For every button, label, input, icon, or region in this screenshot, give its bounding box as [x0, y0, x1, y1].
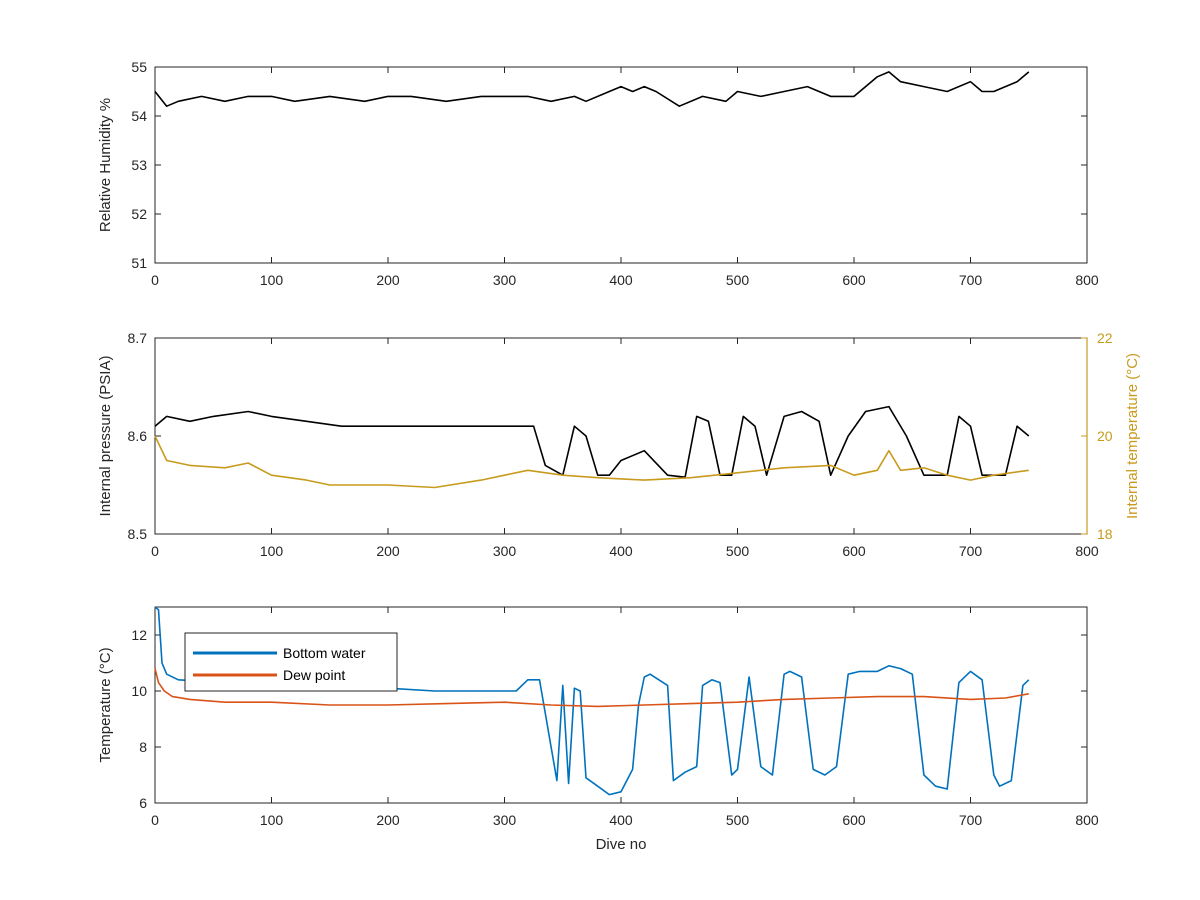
x-tick-label: 300	[493, 812, 517, 828]
y-tick-label: 6	[139, 795, 147, 811]
series-line-dew-point	[154, 668, 1029, 708]
x-tick-label: 0	[151, 543, 159, 559]
x-tick-label: 100	[260, 543, 284, 559]
x-tick-label: 700	[959, 812, 983, 828]
legend-entry-label: Dew point	[283, 667, 345, 683]
x-tick-label: 400	[609, 812, 633, 828]
x-tick-label: 500	[726, 812, 750, 828]
y-axis-label: Relative Humidity %	[97, 98, 114, 232]
x-tick-label: 800	[1075, 272, 1099, 288]
y-tick-label: 8.5	[128, 526, 148, 542]
x-tick-label: 700	[959, 543, 983, 559]
y-tick-label: 8.7	[128, 330, 148, 346]
x-tick-label: 0	[151, 272, 159, 288]
x-tick-label: 400	[609, 272, 633, 288]
y-tick-label: 10	[131, 683, 147, 699]
x-tick-label: 0	[151, 812, 159, 828]
y-tick-label: 52	[131, 206, 147, 222]
legend-box	[184, 632, 398, 692]
legend: Bottom water Dew point	[184, 632, 398, 692]
x-tick-label: 200	[376, 812, 400, 828]
legend-entry-label: Bottom water	[283, 645, 366, 661]
y-tick-label: 55	[131, 59, 147, 75]
y-axis-label: Internal pressure (PSIA)	[97, 356, 114, 517]
x-tick-label: 100	[260, 272, 284, 288]
subplot-2: 0 100 200 300 400 500 600 700 800 8.5 8.6 8.7 18 20 22…	[97, 330, 1141, 559]
y-tick-label: 54	[131, 108, 147, 124]
series-line-1-1	[154, 71, 1030, 107]
subplot-3: 0 100 200 300 400 500 600 700 800 6 8 10 12 Temperatu…	[97, 606, 1099, 853]
axes-frame	[154, 66, 1088, 264]
y2-tick-label: 20	[1097, 428, 1113, 444]
x-tick-label: 200	[376, 543, 400, 559]
x-tick-label: 100	[260, 812, 284, 828]
x-tick-label: 600	[842, 272, 866, 288]
x-tick-label: 500	[726, 543, 750, 559]
series-line-2-2	[154, 435, 1029, 489]
x-tick-label: 600	[842, 812, 866, 828]
x-tick-label: 300	[493, 272, 517, 288]
x-tick-label: 800	[1075, 543, 1099, 559]
series-line-2-1	[154, 405, 1030, 479]
y-tick-label: 53	[131, 157, 147, 173]
y-tick-label: 51	[131, 255, 147, 271]
y-tick-label: 8	[139, 739, 147, 755]
y-tick-label: 8.6	[128, 428, 148, 444]
x-tick-label: 500	[726, 272, 750, 288]
x-tick-label: 800	[1075, 812, 1099, 828]
subplot-1: 0 100 200 300 400 500 600 700 800 51 52 53 54 55 Relat…	[97, 59, 1099, 288]
x-axis-label: Dive no	[596, 836, 647, 853]
y-axis-label: Temperature (°C)	[97, 647, 114, 762]
x-tick-label: 700	[959, 272, 983, 288]
x-tick-label: 400	[609, 543, 633, 559]
x-tick-label: 200	[376, 272, 400, 288]
axes-frame	[154, 337, 1088, 535]
x-tick-label: 600	[842, 543, 866, 559]
y-tick-label: 12	[131, 627, 147, 643]
y2-tick-label: 18	[1097, 526, 1113, 542]
y2-axis-label: Internal temperature (°C)	[1124, 353, 1141, 519]
x-tick-label: 300	[493, 543, 517, 559]
y2-tick-label: 22	[1097, 330, 1113, 346]
series-line-bottom-water	[154, 606, 1030, 796]
